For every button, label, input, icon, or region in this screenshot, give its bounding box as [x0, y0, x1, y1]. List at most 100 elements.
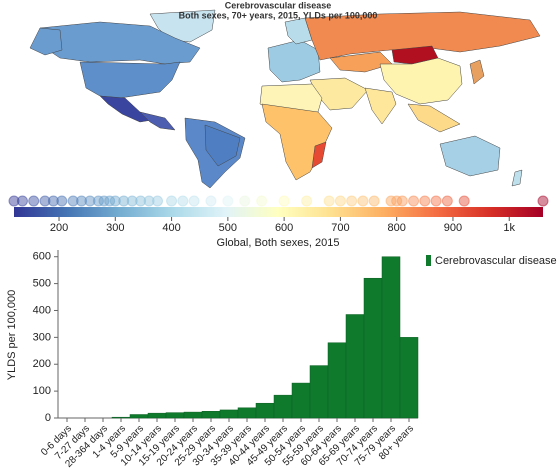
colorbar-tick-label: 800: [388, 222, 406, 234]
country-dot: [346, 195, 358, 207]
se-asia: [407, 103, 461, 133]
country-dot: [222, 195, 234, 207]
colorbar-tick-label: 1k: [503, 222, 515, 234]
mozambique: [311, 141, 327, 169]
bar: [291, 382, 311, 419]
india: [364, 87, 397, 125]
country-dot: [104, 195, 116, 207]
map-title: Cerebrovascular disease: [225, 0, 332, 10]
europe: [267, 39, 321, 83]
mexico: [99, 95, 153, 123]
bar: [129, 414, 149, 419]
bar: [327, 342, 347, 419]
bar: [381, 256, 401, 419]
legend-swatch: [426, 255, 431, 266]
bar: [309, 365, 329, 419]
kazakhstan: [329, 51, 393, 73]
bar: [201, 411, 221, 419]
country-dot: [84, 195, 96, 207]
bar: [111, 416, 131, 419]
colorbar-tick-label: 700: [331, 222, 349, 234]
bar: [363, 277, 383, 419]
world-map: [29, 9, 541, 189]
scandinavia: [284, 17, 313, 45]
country-dot: [441, 195, 453, 207]
colorbar: [14, 207, 543, 217]
country-dot: [205, 195, 217, 207]
china: [379, 57, 463, 105]
legend-label: Cerebrovascular disease: [435, 255, 557, 267]
bar: [399, 337, 419, 419]
colorbar-label: Global, Both sexes, 2015: [217, 237, 340, 249]
country-dot: [419, 195, 431, 207]
bar: [255, 402, 275, 419]
colorbar-tick-label: 400: [162, 222, 180, 234]
country-dot: [391, 195, 403, 207]
y-tick-label: 100: [33, 385, 51, 397]
bar: [183, 411, 203, 419]
bar: [147, 412, 167, 419]
y-tick-label: 600: [33, 251, 51, 263]
country-dot: [256, 195, 268, 207]
country-dot: [47, 195, 59, 207]
country-dot: [357, 195, 369, 207]
country-dot: [430, 195, 442, 207]
central-america: [139, 111, 176, 131]
country-dot: [188, 195, 200, 207]
country-dot: [126, 195, 138, 207]
australia: [439, 135, 501, 177]
y-tick-label: 0: [45, 412, 51, 424]
japan: [469, 59, 485, 85]
country-dot: [143, 195, 155, 207]
sub-saharan-africa: [261, 103, 333, 181]
bar: [273, 394, 293, 419]
country-dot: [239, 195, 251, 207]
colorbar-tick-label: 600: [275, 222, 293, 234]
bar: [165, 412, 185, 419]
y-tick-label: 300: [33, 331, 51, 343]
country-dot: [458, 195, 470, 207]
country-dot: [334, 195, 346, 207]
country-dot: [76, 195, 88, 207]
brazil: [204, 124, 241, 167]
y-tick-label: 400: [33, 304, 51, 316]
bar: [219, 409, 239, 419]
new-zealand: [511, 169, 523, 187]
bar: [237, 407, 257, 419]
country-dot: [152, 195, 164, 207]
country-dot: [408, 195, 420, 207]
country-dot: [28, 195, 40, 207]
country-dot: [385, 195, 397, 207]
country-dot: [56, 195, 68, 207]
y-tick-label: 200: [33, 358, 51, 370]
country-dot: [135, 195, 147, 207]
country-dot: [396, 195, 408, 207]
colorbar-tick-label: 300: [106, 222, 124, 234]
country-dot: [98, 195, 110, 207]
country-dot: [92, 195, 104, 207]
russia: [304, 11, 541, 61]
country-dot: [177, 195, 189, 207]
colorbar-tick-label: 500: [219, 222, 237, 234]
usa: [79, 61, 181, 99]
country-dot: [16, 195, 28, 207]
country-dot: [278, 195, 290, 207]
country-dot: [8, 195, 20, 207]
country-dot: [368, 195, 380, 207]
y-axis-label: YLDS per 100,000: [6, 290, 18, 381]
country-dot: [537, 195, 549, 207]
colorbar-tick-label: 200: [50, 222, 68, 234]
country-dot: [67, 195, 79, 207]
country-dot: [39, 195, 51, 207]
country-dot: [323, 195, 335, 207]
country-dot: [118, 195, 130, 207]
country-dot: [301, 195, 313, 207]
map-subtitle: Both sexes, 70+ years, 2015, YLDs per 10…: [179, 10, 378, 20]
y-tick-label: 500: [33, 278, 51, 290]
country-dot: [166, 195, 178, 207]
bar: [345, 314, 365, 419]
country-dot: [109, 195, 121, 207]
alaska: [29, 27, 63, 56]
colorbar-tick-label: 900: [444, 222, 462, 234]
